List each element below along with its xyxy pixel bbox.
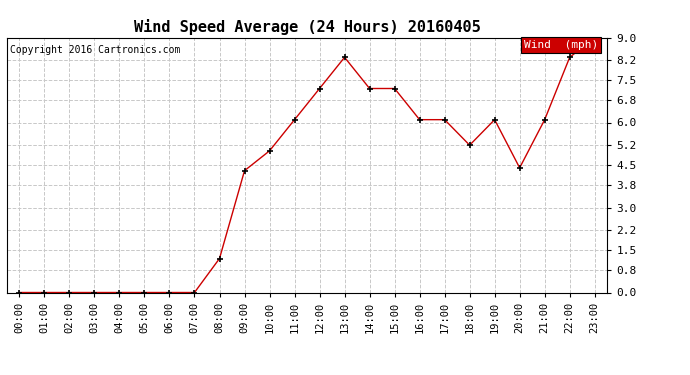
Text: Copyright 2016 Cartronics.com: Copyright 2016 Cartronics.com bbox=[10, 45, 180, 55]
Text: Wind  (mph): Wind (mph) bbox=[524, 40, 598, 50]
Title: Wind Speed Average (24 Hours) 20160405: Wind Speed Average (24 Hours) 20160405 bbox=[134, 19, 480, 35]
